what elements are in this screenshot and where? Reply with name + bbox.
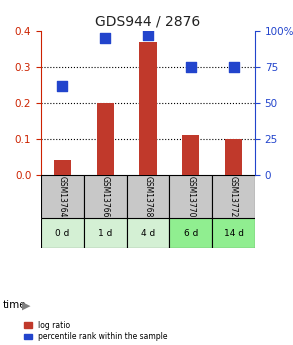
Point (231, 64, 236, 70)
FancyBboxPatch shape (84, 218, 127, 248)
FancyBboxPatch shape (84, 175, 127, 218)
Bar (97, 103, 114, 175)
Title: GDS944 / 2876: GDS944 / 2876 (95, 14, 201, 29)
Text: 0 d: 0 d (55, 229, 70, 238)
Text: GSM13770: GSM13770 (186, 176, 195, 217)
FancyBboxPatch shape (169, 218, 212, 248)
FancyBboxPatch shape (41, 218, 84, 248)
Bar (182, 135, 199, 175)
Legend: log ratio, percentile rank within the sample: log ratio, percentile rank within the sa… (24, 321, 168, 341)
FancyBboxPatch shape (127, 218, 169, 248)
Text: 6 d: 6 d (183, 229, 198, 238)
FancyBboxPatch shape (212, 218, 255, 248)
Text: GSM13766: GSM13766 (101, 176, 110, 217)
Bar (225, 139, 242, 175)
Text: GSM13764: GSM13764 (58, 176, 67, 217)
FancyBboxPatch shape (41, 175, 84, 218)
Point (60, 83, 65, 88)
Point (103, 36, 108, 41)
Text: GSM13768: GSM13768 (144, 176, 152, 217)
Text: 14 d: 14 d (224, 229, 243, 238)
Point (188, 64, 193, 70)
Text: time: time (3, 300, 27, 310)
Point (146, 32, 150, 38)
FancyBboxPatch shape (127, 175, 169, 218)
Bar (139, 42, 156, 175)
Text: 1 d: 1 d (98, 229, 113, 238)
Text: GSM13772: GSM13772 (229, 176, 238, 217)
Text: 4 d: 4 d (141, 229, 155, 238)
Text: ▶: ▶ (22, 300, 30, 310)
FancyBboxPatch shape (169, 175, 212, 218)
FancyBboxPatch shape (212, 175, 255, 218)
Bar (54, 160, 71, 175)
